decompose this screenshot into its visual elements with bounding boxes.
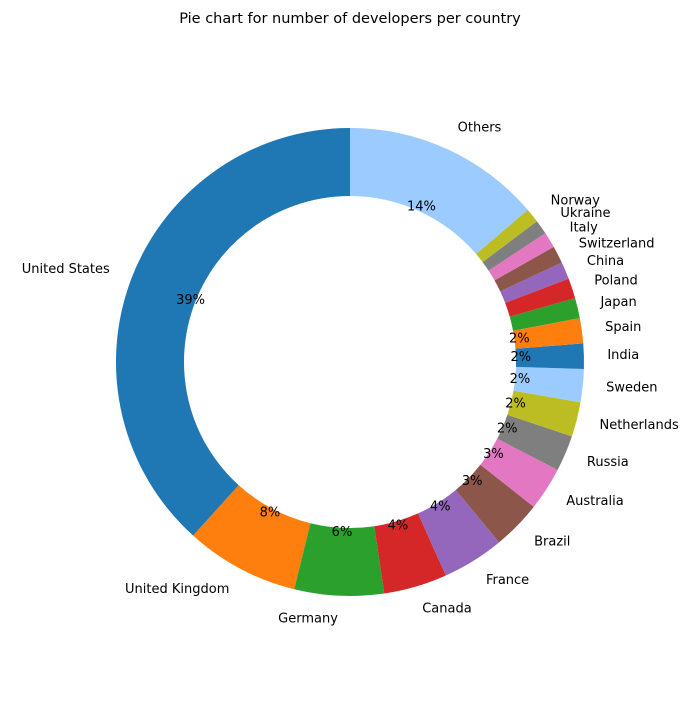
slice-label-united-states: United States (22, 262, 110, 277)
slice-label-germany: Germany (278, 612, 338, 627)
slice-brazil (455, 464, 534, 543)
slice-russia (497, 414, 572, 471)
slice-label-netherlands: Netherlands (599, 418, 678, 433)
slice-netherlands (507, 390, 581, 437)
slice-label-russia: Russia (587, 455, 629, 470)
pct-label-canada: 4% (388, 518, 409, 533)
pct-label-sweden: 2% (510, 372, 531, 387)
slice-label-japan: Japan (599, 295, 636, 310)
pct-label-australia: 3% (483, 447, 504, 462)
chart-title: Pie chart for number of developers per c… (179, 11, 521, 27)
slice-label-spain: Spain (605, 320, 641, 335)
slice-spain (513, 318, 584, 349)
slice-label-india: India (607, 348, 639, 363)
slice-label-brazil: Brazil (534, 534, 570, 549)
slice-germany (294, 523, 385, 597)
slice-label-france: France (486, 573, 529, 588)
slice-label-united-kingdom: United Kingdom (125, 582, 229, 597)
slice-united-kingdom (193, 485, 311, 590)
slice-label-italy: Italy (570, 220, 599, 235)
slice-label-sweden: Sweden (606, 381, 657, 396)
slice-label-poland: Poland (594, 273, 637, 288)
labels-layer: United States United Kingdom Germany Canada… (22, 121, 679, 627)
slice-france (417, 489, 500, 576)
slice-norway (476, 209, 537, 263)
slice-label-norway: Norway (551, 193, 601, 208)
pct-label-france: 4% (430, 500, 451, 515)
slice-others (350, 127, 528, 255)
pct-label-india: 2% (510, 350, 531, 365)
slice-label-others: Others (458, 121, 502, 136)
slice-japan (509, 298, 580, 331)
pct-label-others: 14% (407, 199, 436, 214)
slice-poland (505, 278, 576, 317)
slice-label-switzerland: Switzerland (579, 236, 655, 251)
slice-italy (488, 233, 554, 281)
pct-label-netherlands: 2% (505, 397, 526, 412)
pct-label-germany: 6% (332, 525, 353, 540)
pct-label-united-states: 39% (176, 293, 205, 308)
slice-label-australia: Australia (566, 494, 624, 509)
pct-label-russia: 2% (497, 421, 518, 436)
slice-switzerland (494, 246, 562, 292)
pct-label-united-kingdom: 8% (260, 505, 281, 520)
slice-label-ukraine: Ukraine (560, 206, 610, 221)
slice-label-china: China (587, 254, 624, 269)
slice-canada (374, 513, 446, 594)
slice-label-canada: Canada (422, 602, 471, 617)
slice-china (500, 262, 569, 303)
pct-layer: 39% 8% 6% 4% 4% 3%3% 2% 2% 2% 2% 2% 14% (176, 199, 531, 540)
pct-label-brazil: 3% (462, 474, 483, 489)
slice-india (515, 343, 584, 369)
slices-layer (116, 127, 584, 597)
slice-ukraine (482, 221, 546, 271)
slice-australia (480, 438, 558, 507)
pct-label-spain: 2% (509, 332, 530, 347)
slice-united-states (116, 128, 351, 536)
slice-sweden (513, 366, 584, 403)
